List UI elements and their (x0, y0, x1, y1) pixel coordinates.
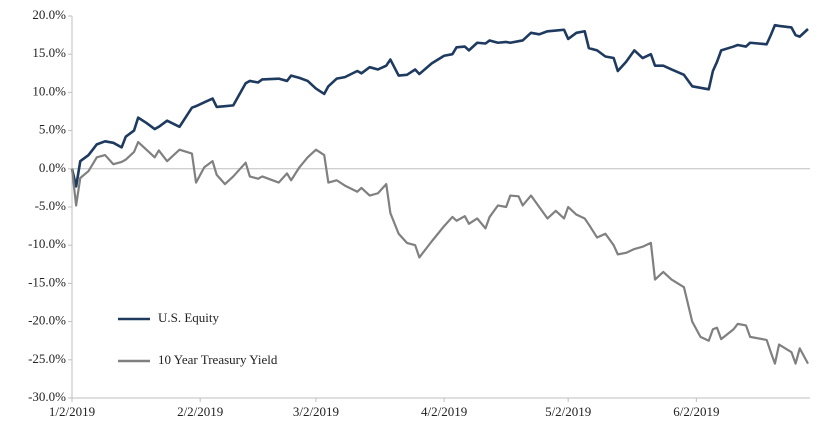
x-tick-label: 2/2/2019 (177, 404, 223, 419)
x-tick-label: 3/2/2019 (293, 404, 339, 419)
y-tick-label: -10.0% (28, 236, 66, 251)
y-tick-label: -25.0% (28, 351, 66, 366)
y-tick-label: -30.0% (28, 389, 66, 404)
y-tick-label: -20.0% (28, 313, 66, 328)
legend-label: U.S. Equity (158, 310, 220, 325)
y-tick-label: -15.0% (28, 274, 66, 289)
series-line (70, 23, 809, 188)
x-tick-label: 1/2/2019 (49, 404, 95, 419)
y-tick-label: 5.0% (39, 122, 66, 137)
y-tick-label: 0.0% (39, 160, 66, 175)
x-tick-label: 4/2/2019 (421, 404, 467, 419)
x-tick-label: 6/2/2019 (673, 404, 719, 419)
y-tick-label: 20.0% (32, 7, 66, 22)
y-tick-label: 15.0% (32, 45, 66, 60)
y-tick-label: -5.0% (35, 198, 67, 213)
series-line (70, 140, 809, 365)
legend-label: 10 Year Treasury Yield (158, 352, 278, 367)
x-tick-label: 5/2/2019 (545, 404, 591, 419)
y-tick-label: 10.0% (32, 83, 66, 98)
